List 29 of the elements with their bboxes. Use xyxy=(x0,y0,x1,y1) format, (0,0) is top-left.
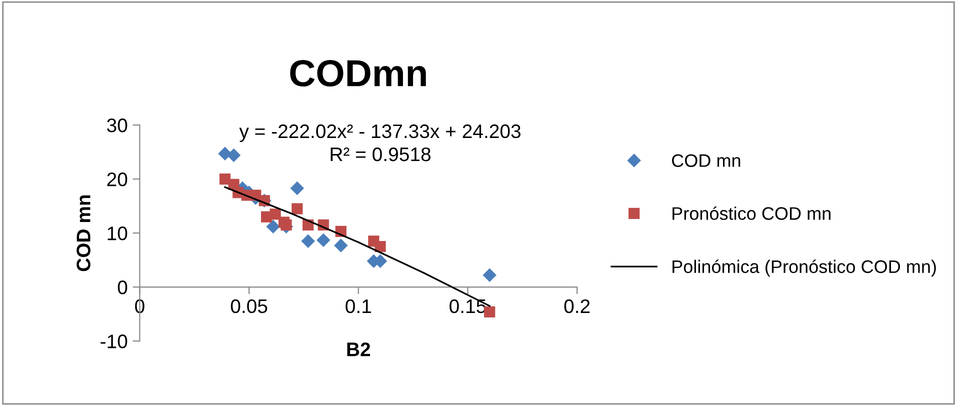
y-tick-label: 0 xyxy=(118,280,128,294)
legend-label: Pronóstico COD mn xyxy=(672,206,830,220)
point xyxy=(266,220,280,234)
y-tick-label: 30 xyxy=(107,118,128,132)
y-axis-title: COD mn xyxy=(76,195,90,272)
y-tick-label: 10 xyxy=(108,226,128,240)
point xyxy=(301,234,315,248)
y-tick-label: 20 xyxy=(107,172,128,186)
chart-title: CODmn xyxy=(290,60,426,87)
x-tick-label: 0.05 xyxy=(230,299,268,314)
point xyxy=(280,219,292,230)
x-tick-label: 0.1 xyxy=(346,299,371,314)
point xyxy=(334,238,348,252)
point xyxy=(226,148,241,162)
x-tick-label: 0 xyxy=(135,299,144,314)
point xyxy=(374,240,386,252)
point xyxy=(484,306,496,318)
legend-label: Polinómica (Pronóstico COD mn) xyxy=(672,260,936,277)
point xyxy=(292,203,303,214)
y-tick-label: -10 xyxy=(100,334,128,348)
point xyxy=(482,268,496,282)
point xyxy=(270,208,281,220)
point xyxy=(290,181,304,196)
point xyxy=(316,233,330,247)
point xyxy=(218,146,232,161)
legend-label: COD mn xyxy=(672,154,740,167)
x-tick-label: 0.2 xyxy=(564,299,590,314)
annotation: y = -222.02x² - 137.33x + 24.203 R² = 0.9518 xyxy=(239,124,520,162)
x-axis-title: B2 xyxy=(347,342,370,356)
